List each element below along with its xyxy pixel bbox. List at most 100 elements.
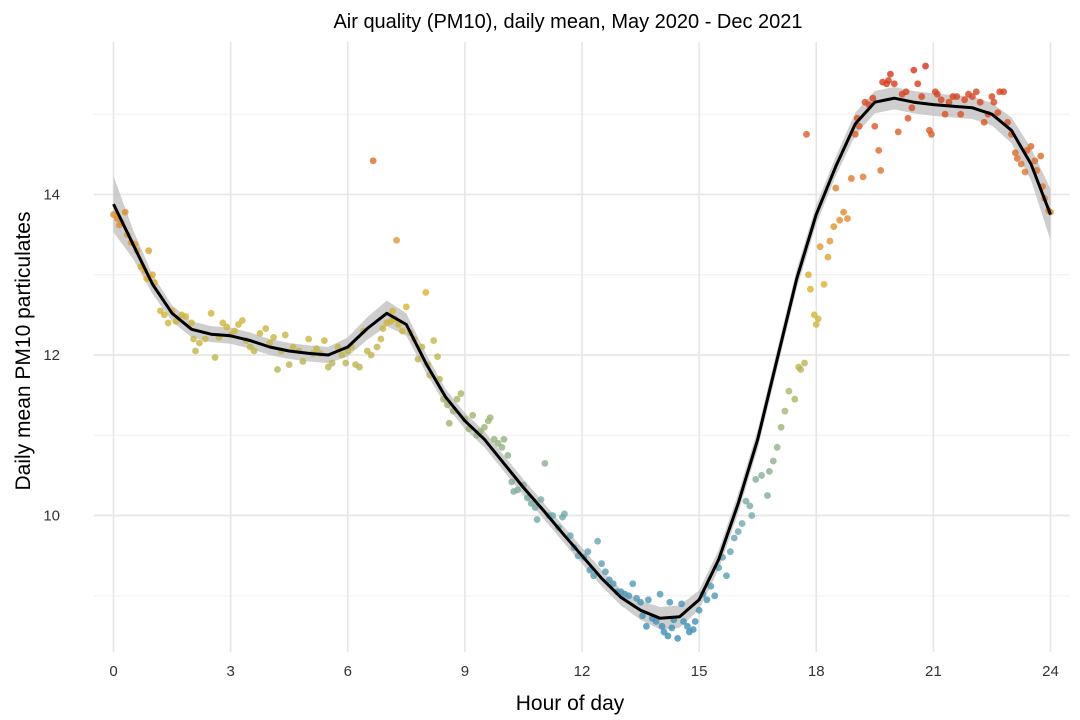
data-point [192,347,199,355]
data-point [486,414,494,422]
data-point [211,354,219,361]
data-point [758,472,765,479]
data-point [457,390,465,397]
data-point [994,109,1002,117]
data-point [908,104,916,112]
y-tick-label: 14 [43,187,60,204]
y-tick-label: 12 [43,347,60,364]
data-point [969,93,976,100]
data-point [289,343,297,351]
data-point [369,157,377,165]
data-point [1031,157,1039,165]
x-tick-label: 12 [574,663,591,680]
data-point [791,395,799,403]
data-point [629,580,637,588]
data-point [887,70,894,78]
data-point [711,592,719,600]
data-point [691,618,699,625]
data-point [250,347,258,355]
data-point [820,280,828,288]
data-point [726,548,734,556]
smooth-line-path [112,96,1052,620]
data-point [945,98,953,106]
x-tick-label: 0 [109,663,117,680]
data-point [305,335,313,343]
data-point [149,271,156,279]
data-point [373,343,381,351]
data-point [904,114,912,122]
data-point [422,289,430,296]
chart-title: Air quality (PM10), daily mean, May 2020… [333,11,802,33]
data-point [836,216,844,224]
data-point [928,130,935,138]
data-point [328,359,336,367]
data-point [377,335,385,343]
data-point [342,359,350,367]
data-point [764,492,771,499]
data-point [1000,88,1008,96]
data-point [356,363,363,371]
data-point [703,596,711,604]
data-point [902,88,910,96]
data-point [742,497,750,505]
data-point [453,395,461,403]
data-point [594,537,602,545]
data-point [941,110,949,118]
data-point [826,237,834,245]
data-point [1027,142,1035,150]
data-point [666,598,674,606]
data-point [1013,154,1021,162]
data-point [890,80,898,88]
data-point [196,339,203,347]
confidence-band-area [113,86,1051,630]
data-point [937,96,945,104]
data-point [270,333,277,341]
data-point [541,459,549,467]
data-point [299,358,307,365]
data-point [871,122,879,130]
data-point [972,88,980,96]
data-point [121,208,129,216]
data-point [765,468,773,475]
data-point [957,110,965,118]
data-point [338,351,346,359]
data-point [145,247,153,255]
data-point [877,167,885,174]
data-point [674,634,682,642]
data-point [695,606,703,614]
data-point [393,236,400,244]
data-point [602,568,609,576]
data-point [533,516,541,523]
data-point [801,359,808,367]
data-point [625,592,633,600]
data-point [777,423,785,431]
data-point [182,313,190,320]
data-point [598,560,605,568]
data-point [803,130,810,138]
data-point [430,337,438,344]
data-point [434,353,441,361]
x-tick-label: 21 [925,663,942,680]
data-point [201,335,209,343]
data-point [256,329,264,337]
data-point [723,572,730,580]
data-point [644,596,652,604]
data-point [844,215,851,222]
data-point [840,208,847,216]
data-point [875,146,883,154]
data-point [223,323,231,331]
data-point [188,319,196,327]
x-tick-label: 15 [691,663,708,680]
data-point [922,62,929,70]
data-point [689,626,697,633]
data-point [656,590,664,598]
data-point [678,600,685,608]
x-tick-label: 6 [344,663,352,680]
data-point [395,321,402,328]
data-point [508,478,516,486]
data-point [976,98,984,106]
data-point [498,443,506,451]
smooth-line [112,96,1052,620]
data-point [274,366,281,373]
data-point [320,337,328,344]
